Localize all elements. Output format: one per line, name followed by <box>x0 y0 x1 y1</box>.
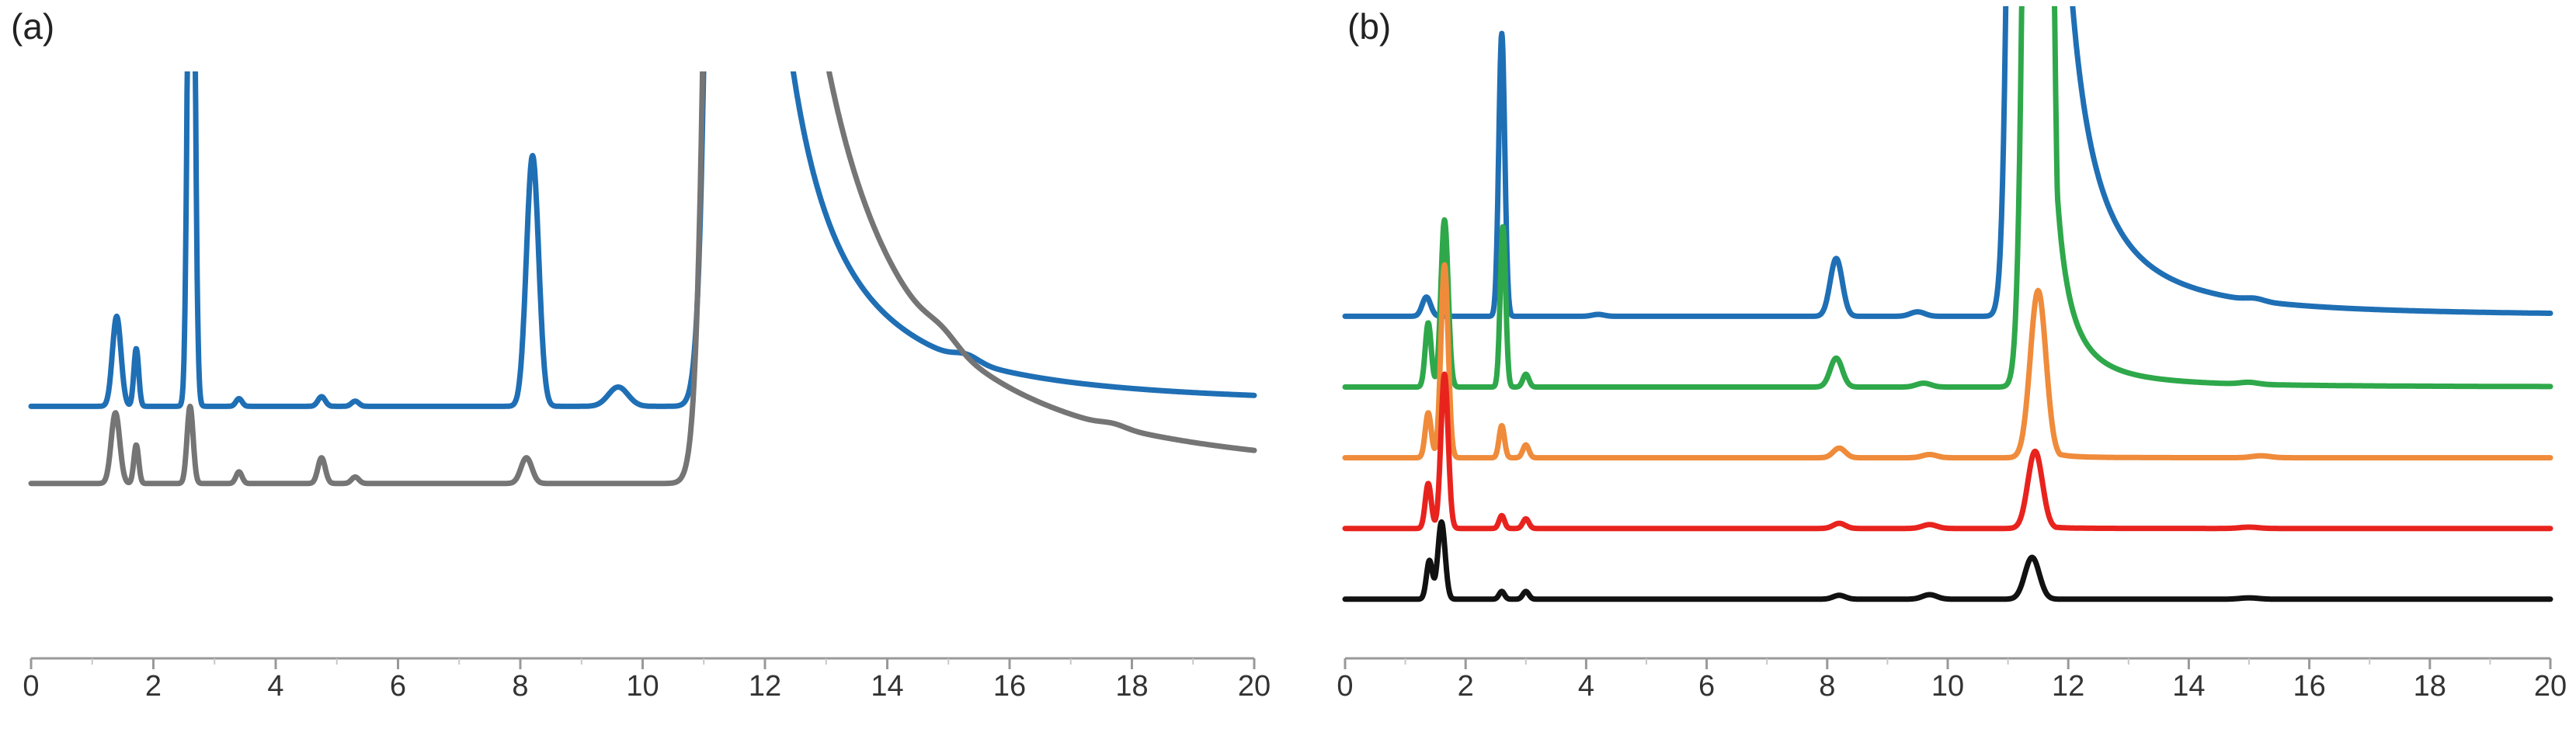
x-tick-label: 10 <box>1931 670 1964 703</box>
x-tick-label: 6 <box>1698 670 1715 703</box>
trace-gray-trace <box>28 71 1257 487</box>
x-tick-label: 12 <box>2052 670 2084 703</box>
panel-a-traces <box>28 71 1257 487</box>
x-tick-label: 2 <box>145 670 162 703</box>
trace-orange-trace <box>1342 262 2553 461</box>
panel-a-x-ticks: 0 2 4 6 8 10 12 14 16 18 20 <box>23 658 1271 703</box>
x-tick-label: 8 <box>512 670 528 703</box>
x-tick-label: 14 <box>2172 670 2205 703</box>
x-tick-label: 18 <box>1115 670 1148 703</box>
x-tick-label: 12 <box>749 670 781 703</box>
x-tick-label: 2 <box>1458 670 1474 703</box>
x-tick-label: 8 <box>1819 670 1835 703</box>
x-tick-label: 6 <box>390 670 406 703</box>
trace-blue-trace <box>28 71 1257 409</box>
panel-b: (b) 0 2 4 6 8 10 12 14 16 18 20 <box>1337 6 2567 703</box>
panel-b-x-ticks: 0 2 4 6 8 10 12 14 16 18 20 <box>1337 658 2567 703</box>
x-tick-label: 4 <box>267 670 283 703</box>
x-tick-label: 4 <box>1578 670 1594 703</box>
x-tick-label: 14 <box>871 670 903 703</box>
x-tick-label: 20 <box>1238 670 1271 703</box>
x-tick-label: 10 <box>626 670 659 703</box>
panel-b-traces <box>1342 6 2553 602</box>
x-tick-label: 0 <box>23 670 39 703</box>
trace-green-trace <box>1342 6 2553 390</box>
panel-a-label: (a) <box>11 6 54 47</box>
x-tick-label: 16 <box>2293 670 2325 703</box>
x-tick-label: 16 <box>993 670 1026 703</box>
panel-a: (a) 0 2 4 6 8 10 12 14 16 18 20 <box>11 6 1271 703</box>
x-tick-label: 0 <box>1337 670 1353 703</box>
trace-black-trace <box>1342 519 2553 602</box>
trace-red-trace <box>1342 371 2553 532</box>
x-tick-label: 18 <box>2414 670 2446 703</box>
panel-b-label: (b) <box>1347 6 1391 47</box>
x-tick-label: 20 <box>2534 670 2567 703</box>
trace-blue-trace <box>1342 6 2553 319</box>
